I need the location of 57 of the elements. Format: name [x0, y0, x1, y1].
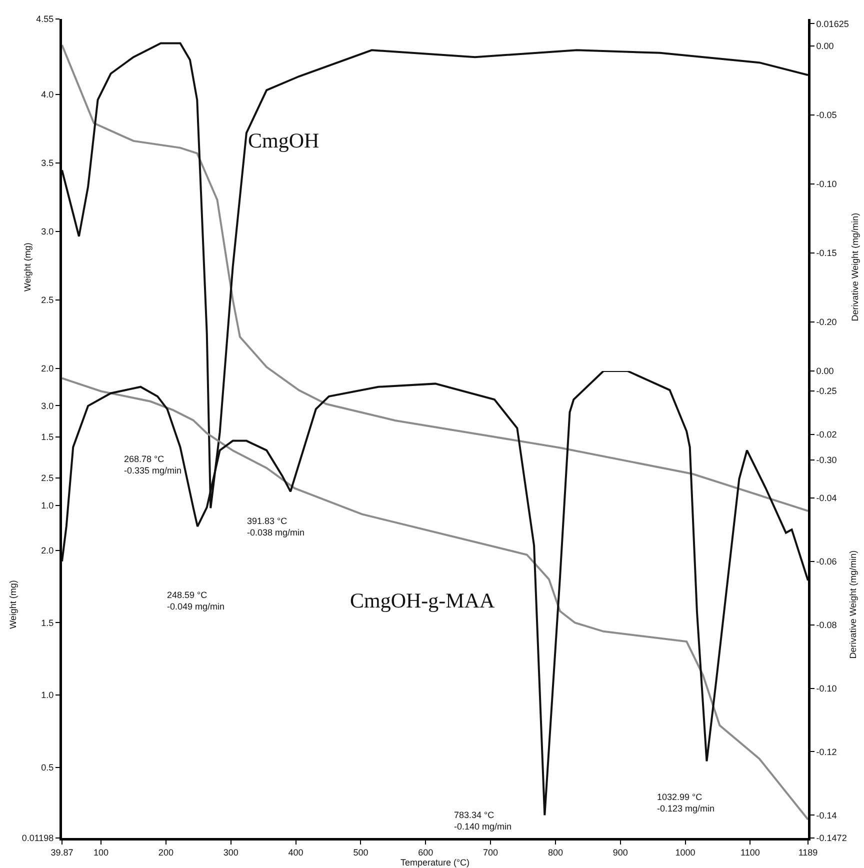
text: CmgOH-g-MAA: [350, 588, 496, 612]
y-tick-label: 2.5: [41, 295, 54, 306]
x-axis-title: Temperature (°C): [400, 857, 470, 868]
y-tick-label: 2.5: [41, 473, 54, 484]
y2-tick-label: -0.1472: [816, 833, 847, 844]
y2-tick-label: -0.25: [816, 386, 837, 396]
y-tick-label: 1.0: [41, 690, 54, 700]
y2-tick-label: -0.02: [816, 430, 837, 440]
x-tick-label: 300: [223, 847, 238, 858]
y2-tick-label: -0.06: [816, 556, 837, 566]
y-tick-label: 4.55: [36, 14, 54, 24]
x-tick-label: 1189: [798, 847, 818, 858]
y-axis-title: Weight (mg): [8, 580, 18, 629]
x-tick-label: 39.87: [50, 847, 74, 858]
y2-tick-label: -0.04: [816, 493, 837, 504]
x-tick-label: 600: [418, 847, 434, 858]
y-tick-label: 3.5: [41, 158, 54, 168]
y2-tick-label: -0.12: [816, 746, 837, 757]
y2-axis-title: Derivative Weight (mg/min): [848, 550, 858, 659]
y-tick-label: 1.5: [41, 618, 54, 628]
y2-tick-label: 0.01625: [816, 18, 849, 29]
annotation: 783.34 °C -0.140 mg/min: [454, 810, 512, 832]
y-tick-label: 2.0: [41, 546, 54, 556]
text: CmgOH: [248, 128, 320, 152]
y2-tick-label: 0.00: [816, 41, 834, 52]
x-tick-label: 500: [353, 847, 368, 858]
y2-tick-label: 0.00: [816, 366, 834, 376]
y2-tick-label: -0.15: [816, 248, 837, 258]
y-tick-label: 3.0: [41, 226, 54, 237]
x-tick-label: 700: [483, 847, 498, 858]
annotation: 248.59 °C -0.049 mg/min: [167, 590, 225, 612]
y2-tick-label: -0.05: [816, 110, 837, 120]
y-tick-label: 0.5: [41, 762, 54, 773]
y2-tick-label: -0.10: [816, 179, 837, 190]
x-tick-label: 1100: [740, 847, 760, 858]
x-tick-label: 200: [158, 847, 174, 858]
x-tick-label: 800: [548, 847, 563, 858]
y2-axis-title: Derivative Weight (mg/min): [850, 212, 860, 322]
y2-tick-label: -0.08: [816, 620, 837, 630]
y-axis-title: Weight (mg): [22, 242, 32, 292]
y-tick-label: 1.0: [41, 500, 54, 511]
x-tick-label: 1000: [675, 847, 696, 858]
x-tick-label: 400: [288, 847, 304, 858]
y-tick-label: 0.01198: [22, 833, 54, 844]
y2-tick-label: -0.30: [816, 454, 837, 465]
y2-tick-label: -0.14: [816, 810, 837, 820]
y-tick-label: 2.0: [41, 364, 54, 374]
annotation: 1032.99 °C -0.123 mg/min: [657, 792, 715, 814]
y2-tick-label: -0.10: [816, 683, 837, 694]
x-tick-label: 900: [612, 847, 628, 858]
y2-tick-label: -0.20: [816, 317, 837, 328]
x-tick-label: 100: [94, 847, 109, 858]
annotation: 268.78 °C -0.335 mg/min: [124, 454, 182, 476]
annotation: 391.83 °C -0.038 mg/min: [247, 516, 305, 538]
y-tick-label: 4.0: [41, 90, 54, 100]
y-tick-label: 1.5: [41, 432, 54, 442]
y-tick-label: 3.0: [41, 400, 54, 411]
